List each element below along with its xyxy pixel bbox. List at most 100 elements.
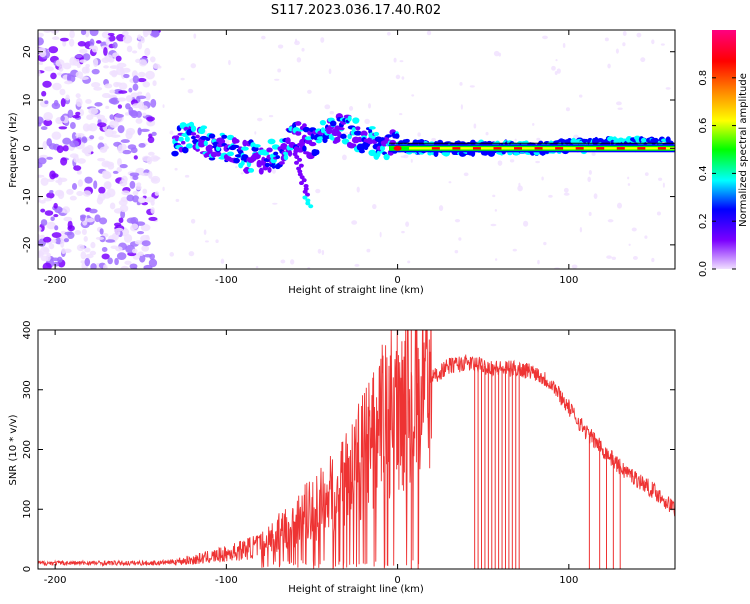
spectrogram-noise-mark xyxy=(104,83,113,89)
spectrogram-signal-mark xyxy=(302,189,308,194)
spectrogram-noise-mark xyxy=(49,189,54,194)
spectrogram-noise-mark xyxy=(118,82,128,90)
snr-series-line xyxy=(38,330,675,569)
spectrogram-signal-mark xyxy=(404,138,410,143)
spectrogram-noise-mark xyxy=(140,172,150,177)
snr-y-axis-label: SNR (10 * v/v) xyxy=(8,414,19,485)
spectrogram-noise-mark xyxy=(148,170,153,179)
spectrogram-signal-mark xyxy=(181,140,186,145)
spectrogram-noise-mark xyxy=(58,66,64,72)
spectrogram-noise-mark xyxy=(142,30,152,36)
spectrogram-noise-mark xyxy=(50,216,55,222)
spectrogram-noise-mark xyxy=(57,72,62,76)
spectrogram-noise-mark xyxy=(118,90,128,94)
spectrogram-signal-mark xyxy=(254,152,260,159)
spectrogram-signal-mark xyxy=(178,136,184,142)
spectrogram-noise-mark xyxy=(137,91,143,95)
spectrogram-noise-mark xyxy=(556,68,561,74)
spectrogram-noise-mark xyxy=(109,114,115,120)
spectrogram-noise-mark xyxy=(294,38,298,43)
spectrogram-signal-mark xyxy=(285,137,291,145)
spectrogram-noise-mark xyxy=(40,126,48,131)
spectrogram-noise-mark xyxy=(494,258,498,261)
spectrogram-noise-mark xyxy=(76,158,86,164)
spectrogram-noise-mark xyxy=(294,40,300,46)
spectrogram-noise-mark xyxy=(141,105,148,111)
spectrogram-signal-mark xyxy=(310,133,315,140)
spectrogram-noise-mark xyxy=(131,50,138,54)
spectrogram-noise-mark xyxy=(537,259,540,265)
spectrogram-signal-mark xyxy=(341,138,350,145)
spectrogram-noise-mark xyxy=(151,177,158,182)
spectrogram-noise-mark xyxy=(142,188,148,195)
spectrogram-noise-mark xyxy=(79,48,88,54)
spectrogram-noise-mark xyxy=(660,43,665,46)
spectrogram-signal-mark xyxy=(298,181,304,186)
spectrogram-noise-mark xyxy=(459,82,463,86)
spectrogram-signal-mark xyxy=(304,136,313,141)
spectrogram-noise-mark xyxy=(579,94,583,98)
spectrogram-noise-mark xyxy=(127,144,137,150)
spectrogram-signal-mark xyxy=(319,119,327,126)
spectrogram-x-tick-label: 0 xyxy=(394,275,400,286)
spectrogram-noise-mark xyxy=(90,263,97,269)
spectrogram-noise-mark xyxy=(117,125,125,134)
spectrogram-noise-mark xyxy=(120,265,130,269)
spectrogram-noise-mark xyxy=(81,228,87,236)
spectrogram-noise-mark xyxy=(616,202,623,209)
spectrogram-noise-mark xyxy=(150,56,156,63)
spectrogram-noise-mark xyxy=(131,103,142,109)
spectrogram-noise-mark xyxy=(372,203,377,210)
spectrogram-noise-mark xyxy=(40,177,49,186)
spectrogram-noise-mark xyxy=(75,111,81,116)
spectrogram-noise-mark xyxy=(399,113,403,116)
spectrogram-noise-mark xyxy=(261,35,266,40)
spectrogram-noise-mark xyxy=(103,65,109,69)
spectrogram-noise-mark xyxy=(115,55,122,62)
spectrogram-signal-mark xyxy=(208,156,216,161)
spectrogram-noise-mark xyxy=(354,263,360,267)
spectrogram-noise-mark xyxy=(72,114,80,119)
spectrogram-noise-mark xyxy=(147,136,155,144)
spectrogram-signal-mark xyxy=(329,120,337,127)
spectrogram-noise-mark xyxy=(76,170,82,175)
spectrogram-signal-mark xyxy=(267,166,272,173)
spectrogram-noise-mark xyxy=(180,77,185,81)
spectrogram-noise-mark xyxy=(535,160,540,164)
spectrogram-noise-mark xyxy=(38,157,47,165)
spectrogram-noise-mark xyxy=(114,257,119,266)
spectrogram-signal-mark xyxy=(190,125,197,133)
spectrogram-noise-mark xyxy=(63,248,72,254)
spectrogram-noise-mark xyxy=(46,192,55,199)
spectrogram-noise-mark xyxy=(301,47,305,52)
colorbar-tick-label: 0.2 xyxy=(698,213,709,229)
spectrogram-noise-mark xyxy=(665,87,671,90)
spectrogram-noise-mark xyxy=(448,181,452,184)
spectrogram-noise-mark xyxy=(517,185,523,192)
spectrogram-noise-mark xyxy=(43,197,52,202)
spectrogram-noise-mark xyxy=(187,88,194,94)
spectrogram-signal-mark xyxy=(302,195,308,200)
spectrogram-noise-mark xyxy=(93,86,103,91)
spectrogram-noise-mark xyxy=(130,92,139,98)
spectrogram-noise-mark xyxy=(93,58,99,68)
spectrogram-noise-mark xyxy=(53,202,58,209)
spectrogram-signal-mark xyxy=(197,140,206,148)
spectrogram-carrier-peak xyxy=(616,147,625,150)
spectrogram-noise-mark xyxy=(485,131,489,136)
spectrogram-noise-mark xyxy=(64,80,73,85)
spectrogram-noise-mark xyxy=(43,236,52,243)
spectrogram-noise-mark xyxy=(71,132,77,141)
spectrogram-noise-mark xyxy=(62,40,67,47)
spectrogram-noise-mark xyxy=(40,219,48,226)
spectrogram-noise-mark xyxy=(118,217,124,224)
spectrogram-noise-mark xyxy=(532,122,535,126)
spectrogram-noise-mark xyxy=(84,257,91,267)
spectrogram-noise-mark xyxy=(356,186,360,193)
spectrogram-noise-mark xyxy=(184,174,190,178)
spectrogram-signal-mark xyxy=(184,136,190,142)
snr-ticks: -200 -100 0 100 0 100 200 300 400 xyxy=(22,320,675,586)
spectrogram-signal-mark xyxy=(221,134,228,139)
spectrogram-signal-mark xyxy=(251,146,259,152)
